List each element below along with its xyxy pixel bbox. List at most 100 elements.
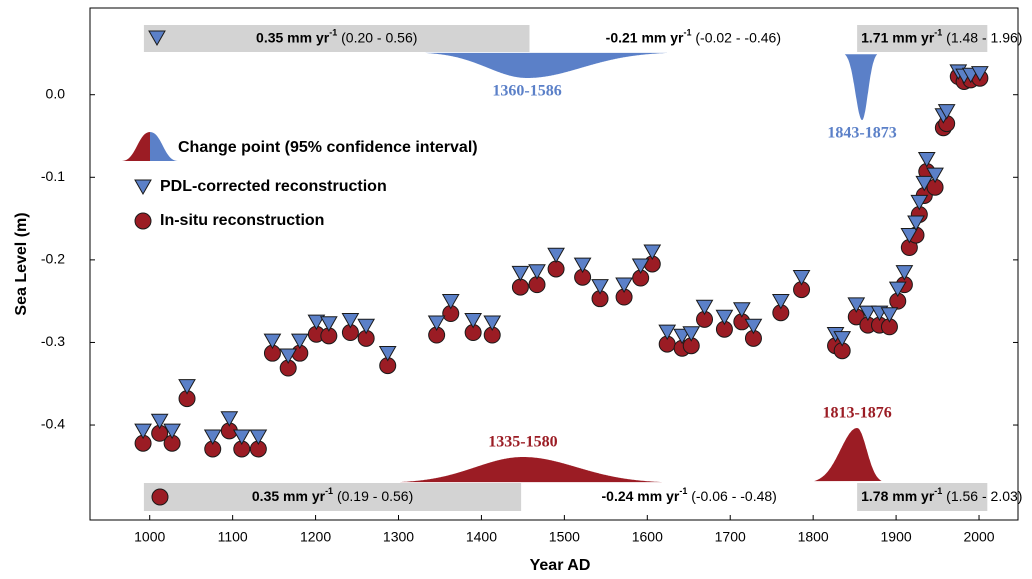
data-point <box>917 151 936 168</box>
rate-label: 1.78 mm yr-1 (1.56 - 2.03) <box>861 486 1022 503</box>
rate-unit-sup: -1 <box>934 486 942 496</box>
rate-range: (0.20 - 0.56) <box>337 29 417 45</box>
x-tick-label: 1700 <box>715 529 746 545</box>
x-tick-label: 1900 <box>881 529 912 545</box>
legend: Change point (95% confidence interval) P… <box>122 132 478 230</box>
rate-range: (1.48 - 1.96) <box>942 29 1022 45</box>
data-point <box>547 247 565 264</box>
legend-marker <box>134 212 152 230</box>
change-point <box>424 52 668 78</box>
bar-marker <box>151 488 169 506</box>
data-point <box>511 278 529 296</box>
data-point <box>511 265 530 282</box>
data-point <box>483 315 502 331</box>
y-tick-label: -0.4 <box>41 416 65 432</box>
data-point <box>833 331 852 347</box>
x-axis-label: Year AD <box>530 557 591 574</box>
data-point <box>900 227 919 244</box>
change-point <box>844 54 878 120</box>
change-point <box>814 428 882 482</box>
rate-value: -0.24 mm yr <box>602 488 680 504</box>
change-point-label: 1843-1873 <box>827 125 896 142</box>
data-point <box>307 314 326 331</box>
rate-segment <box>857 25 988 52</box>
data-point <box>926 167 944 184</box>
rate-label: 1.71 mm yr-1 (1.48 - 1.96) <box>861 28 1022 45</box>
rate-value: 1.71 mm yr <box>861 29 935 45</box>
data-point <box>888 281 907 298</box>
rate-segment <box>143 25 530 52</box>
data-point <box>658 324 677 341</box>
rate-unit-sup: -1 <box>679 486 687 496</box>
data-point <box>847 297 866 313</box>
data-point <box>232 429 251 445</box>
data-point <box>134 423 152 440</box>
x-tick-label: 1100 <box>218 529 248 545</box>
data-point <box>907 215 925 232</box>
bar-marker <box>148 30 166 47</box>
data-point <box>792 270 811 286</box>
data-point <box>263 333 282 350</box>
x-tick-label: 1400 <box>466 529 497 545</box>
data-point <box>970 66 989 82</box>
data-point <box>427 315 446 331</box>
data-point <box>915 175 934 192</box>
rate-range: (1.56 - 2.03) <box>942 488 1022 504</box>
data-point <box>732 302 751 318</box>
y-tick-label: -0.2 <box>41 251 65 267</box>
rate-value: 0.35 mm yr <box>252 488 326 504</box>
rate-value: 0.35 mm yr <box>256 29 330 45</box>
y-tick-label: -0.3 <box>41 333 65 349</box>
change-point-label: 1335-1580 <box>488 434 557 451</box>
data-point <box>150 413 169 430</box>
data-point <box>441 294 460 310</box>
data-point <box>573 257 592 274</box>
data-point <box>178 379 196 395</box>
data-point <box>910 194 929 211</box>
x-tick-label: 1500 <box>549 529 580 545</box>
rate-label: 0.35 mm yr-1 (0.20 - 0.56) <box>256 28 417 45</box>
rate-label: -0.24 mm yr-1 (-0.06 - -0.48) <box>602 486 777 503</box>
legend-label: Change point (95% confidence interval) <box>178 139 478 156</box>
rate-label: 0.35 mm yr-1 (0.19 - 0.56) <box>252 486 413 503</box>
plot-frame <box>89 7 1019 521</box>
rate-value: 1.78 mm yr <box>861 488 935 504</box>
x-tick-label: 1600 <box>632 529 663 545</box>
data-point <box>528 264 546 280</box>
change-point <box>398 457 664 483</box>
data-point <box>290 333 309 350</box>
rate-value: -0.21 mm yr <box>606 29 684 45</box>
data-point <box>319 316 338 332</box>
data-point <box>880 307 899 323</box>
data-point <box>464 313 483 329</box>
data-point <box>279 348 298 365</box>
data-point <box>643 244 662 260</box>
rate-unit-sup: -1 <box>934 28 942 38</box>
y-axis-label: Sea Level (m) <box>13 212 30 315</box>
data-point <box>615 277 633 294</box>
change-point-label: 1813-1876 <box>822 405 891 422</box>
data-point <box>547 260 565 278</box>
rate-segment <box>857 483 988 511</box>
rate-unit-sup: -1 <box>325 486 333 496</box>
legend-icon <box>122 132 150 161</box>
x-tick-label: 1300 <box>383 529 414 545</box>
x-tick-label: 1000 <box>134 529 165 545</box>
rate-segment <box>529 25 858 52</box>
y-tick-label: -0.1 <box>41 168 65 184</box>
x-tick-label: 1200 <box>300 529 331 545</box>
rate-unit-sup: -1 <box>683 28 691 38</box>
data-point <box>771 294 790 310</box>
data-point <box>859 305 877 322</box>
rate-segment <box>143 483 522 511</box>
data-point <box>357 318 376 335</box>
rate-range: (-0.06 - -0.48) <box>687 488 776 504</box>
data-point <box>203 429 222 445</box>
legend-label: In-situ reconstruction <box>160 212 324 229</box>
change-point-label: 1360-1586 <box>492 83 561 100</box>
data-point <box>744 318 763 335</box>
x-tick-label: 2000 <box>963 529 994 545</box>
data-point <box>378 346 397 362</box>
rate-label: -0.21 mm yr-1 (-0.02 - -0.46) <box>606 28 781 45</box>
